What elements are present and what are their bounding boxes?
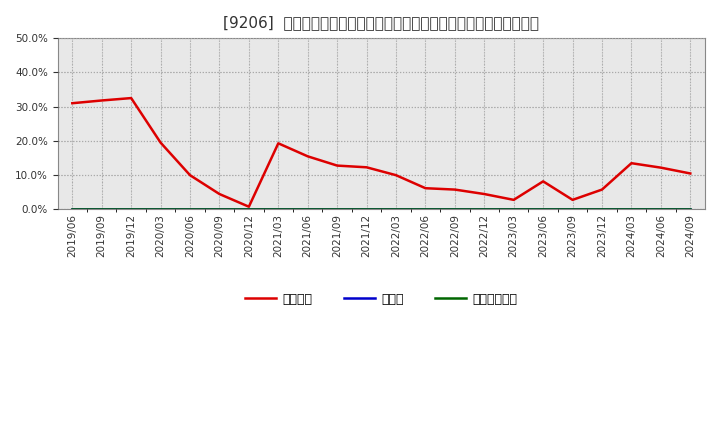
繰延税金資産 — [245, 207, 253, 212]
自己資本 — [68, 101, 76, 106]
のれん — [303, 207, 312, 212]
自己資本 — [303, 154, 312, 159]
のれん — [657, 207, 665, 212]
自己資本 — [421, 186, 430, 191]
繰延税金資産 — [274, 207, 283, 212]
自己資本 — [127, 95, 135, 101]
Title: [9206]  自己資本、のれん、繰延税金資産の総資産に対する比率の推移: [9206] 自己資本、のれん、繰延税金資産の総資産に対する比率の推移 — [223, 15, 539, 30]
のれん — [68, 207, 76, 212]
Legend: 自己資本, のれん, 繰延税金資産: 自己資本, のれん, 繰延税金資産 — [240, 288, 523, 311]
自己資本 — [686, 171, 695, 176]
のれん — [392, 207, 400, 212]
のれん — [97, 207, 106, 212]
のれん — [156, 207, 165, 212]
Line: 自己資本: 自己資本 — [72, 98, 690, 207]
繰延税金資産 — [451, 207, 459, 212]
繰延税金資産 — [568, 207, 577, 212]
自己資本 — [568, 197, 577, 202]
繰延税金資産 — [657, 207, 665, 212]
のれん — [215, 207, 224, 212]
自己資本 — [392, 172, 400, 178]
繰延税金資産 — [392, 207, 400, 212]
自己資本 — [598, 187, 606, 192]
のれん — [598, 207, 606, 212]
のれん — [686, 207, 695, 212]
自己資本 — [274, 141, 283, 146]
自己資本 — [186, 172, 194, 178]
繰延税金資産 — [686, 207, 695, 212]
自己資本 — [510, 197, 518, 202]
繰延税金資産 — [333, 207, 341, 212]
自己資本 — [245, 204, 253, 209]
自己資本 — [333, 163, 341, 168]
自己資本 — [97, 98, 106, 103]
自己資本 — [657, 165, 665, 170]
のれん — [627, 207, 636, 212]
のれん — [127, 207, 135, 212]
のれん — [510, 207, 518, 212]
自己資本 — [451, 187, 459, 192]
のれん — [362, 207, 371, 212]
繰延税金資産 — [186, 207, 194, 212]
繰延税金資産 — [362, 207, 371, 212]
のれん — [568, 207, 577, 212]
繰延税金資産 — [68, 207, 76, 212]
のれん — [480, 207, 489, 212]
繰延税金資産 — [127, 207, 135, 212]
自己資本 — [362, 165, 371, 170]
繰延税金資産 — [627, 207, 636, 212]
繰延税金資産 — [539, 207, 547, 212]
繰延税金資産 — [156, 207, 165, 212]
自己資本 — [156, 140, 165, 145]
のれん — [274, 207, 283, 212]
繰延税金資産 — [303, 207, 312, 212]
のれん — [245, 207, 253, 212]
繰延税金資産 — [510, 207, 518, 212]
のれん — [539, 207, 547, 212]
繰延税金資産 — [598, 207, 606, 212]
のれん — [333, 207, 341, 212]
繰延税金資産 — [480, 207, 489, 212]
繰延税金資産 — [97, 207, 106, 212]
繰延税金資産 — [215, 207, 224, 212]
のれん — [421, 207, 430, 212]
のれん — [451, 207, 459, 212]
繰延税金資産 — [421, 207, 430, 212]
自己資本 — [627, 161, 636, 166]
のれん — [186, 207, 194, 212]
自己資本 — [215, 191, 224, 197]
自己資本 — [480, 191, 489, 197]
自己資本 — [539, 179, 547, 184]
